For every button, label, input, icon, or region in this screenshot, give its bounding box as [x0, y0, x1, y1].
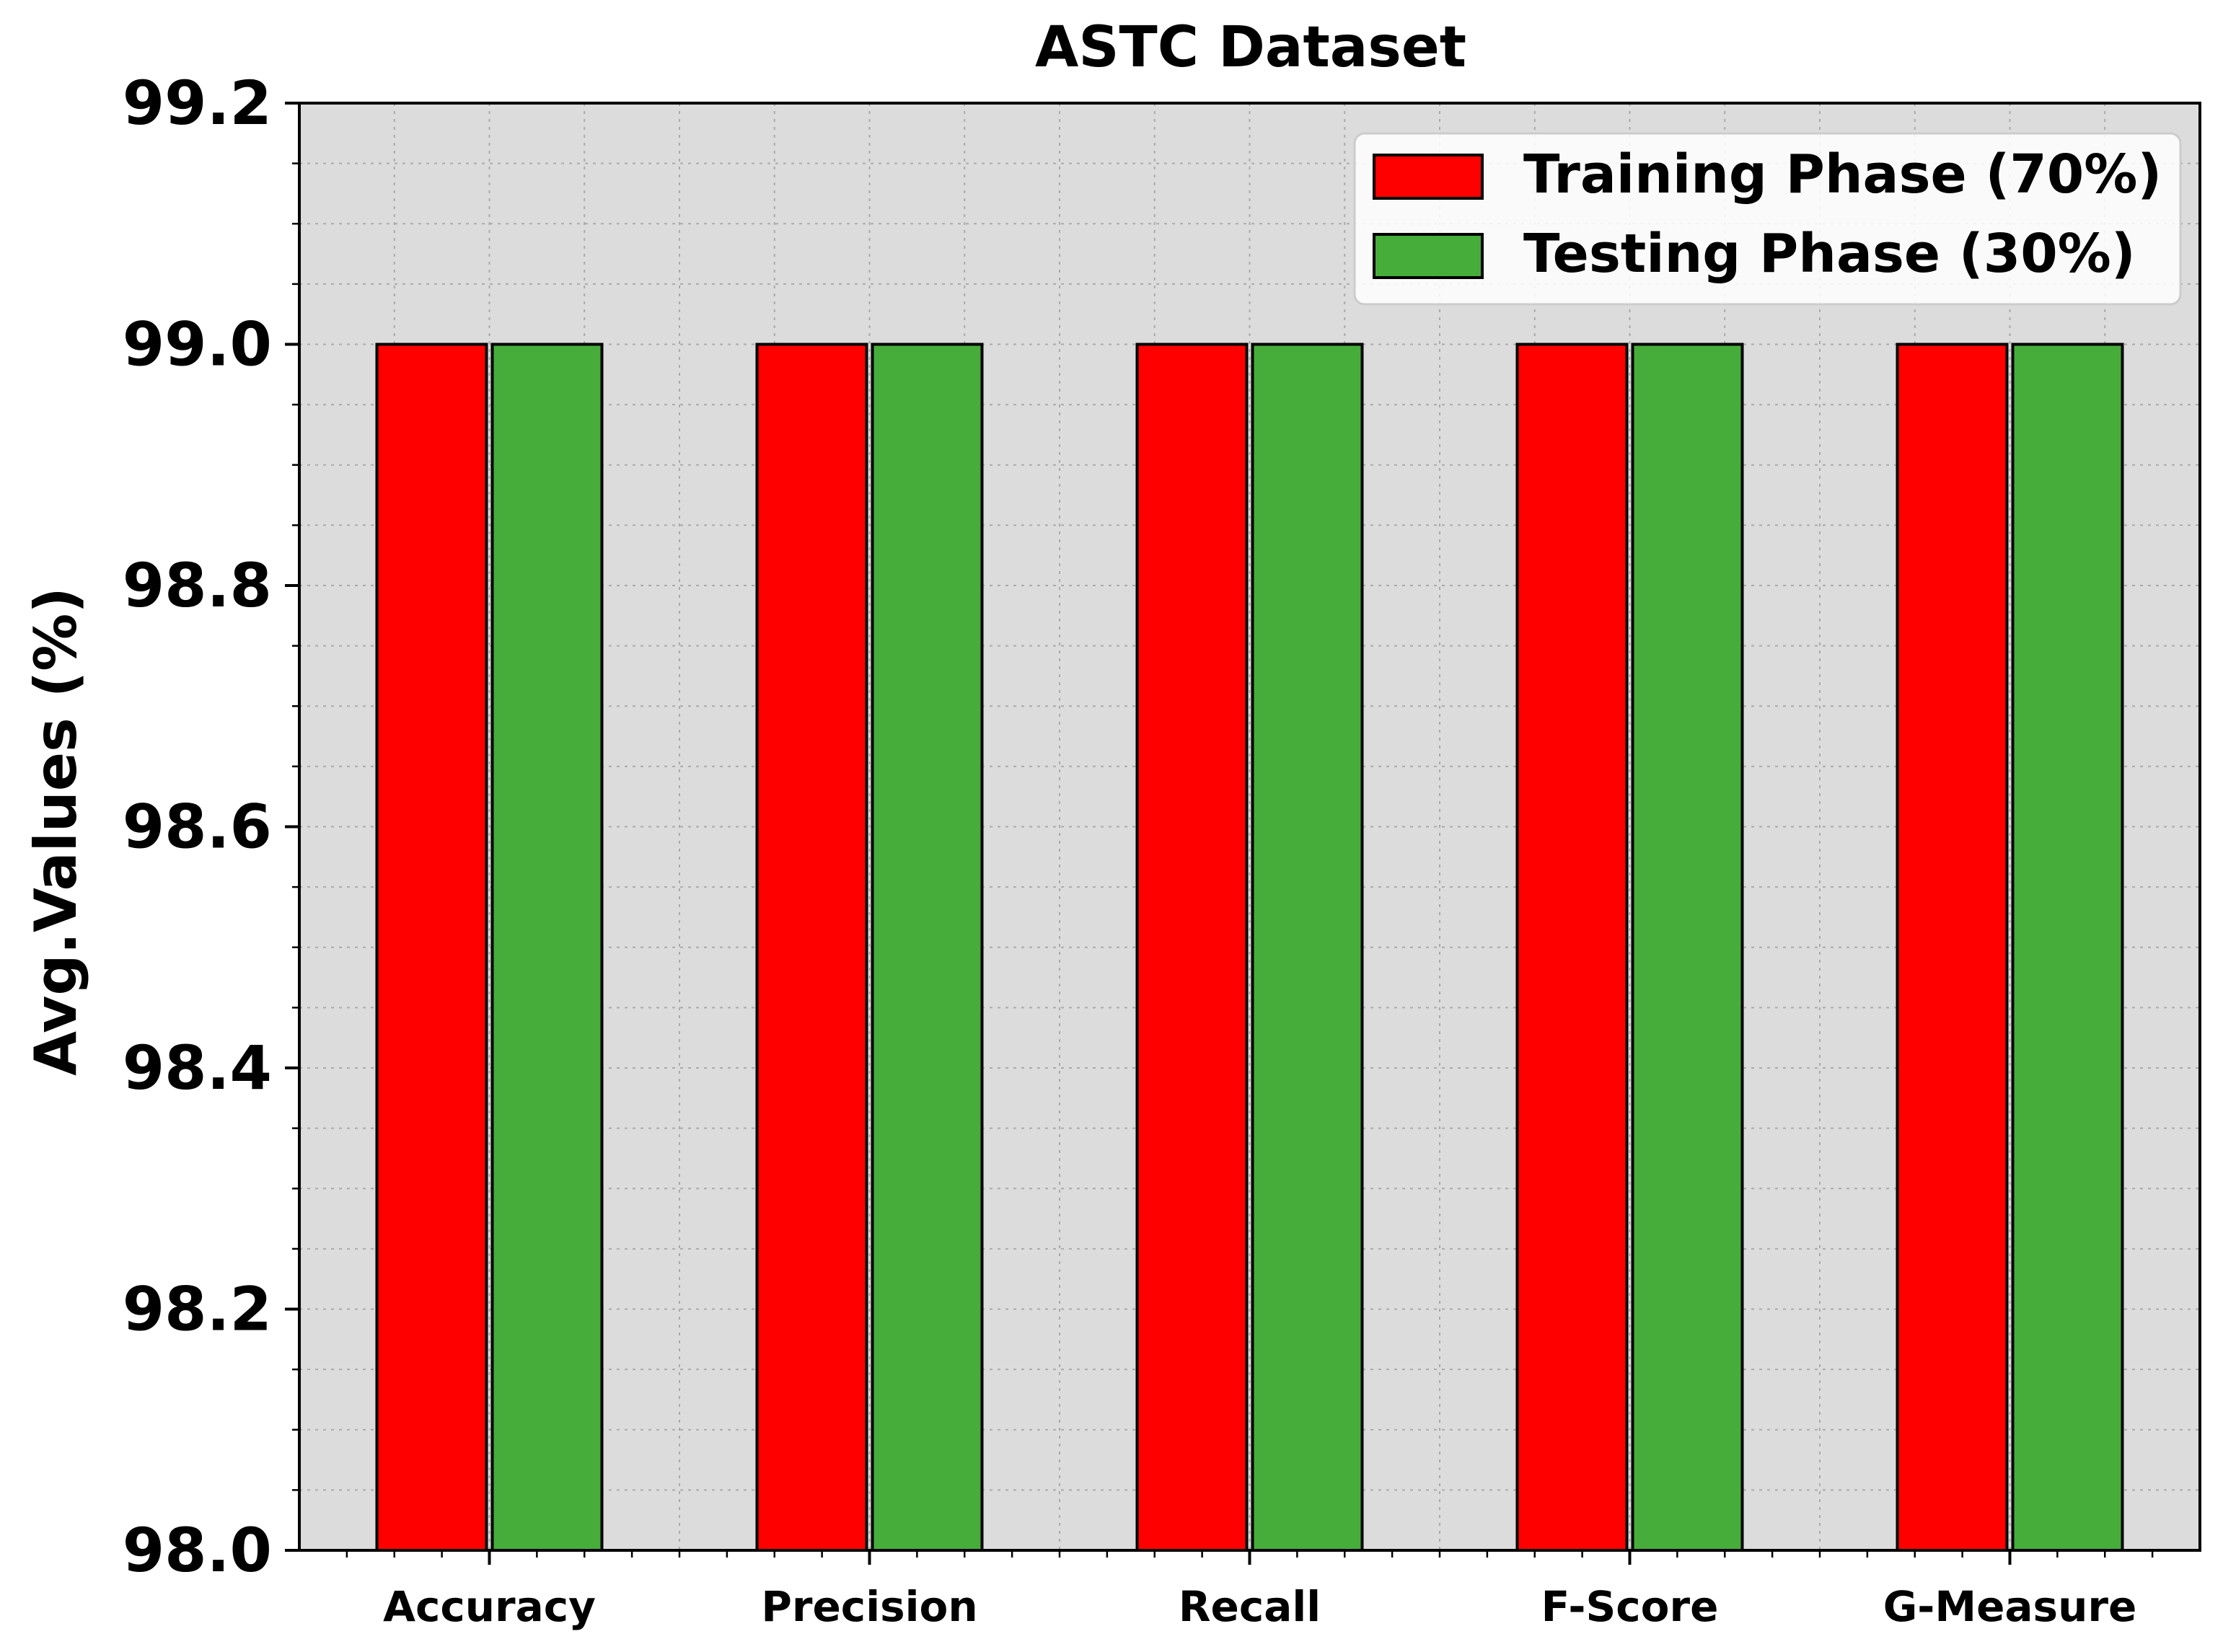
bars-layer — [375, 343, 2124, 1552]
bar-testing-precision — [871, 343, 984, 1552]
y-axis-label: Avg.Values (%) — [22, 587, 89, 1076]
bar-training-precision — [755, 343, 868, 1552]
chart-title: ASTC Dataset — [1035, 15, 1466, 80]
bar-training-recall — [1135, 343, 1249, 1552]
legend: Training Phase (70%) Testing Phase (30%) — [1353, 132, 2182, 306]
y-tick-label: 98.2 — [123, 1274, 272, 1345]
x-tick-label-f-score: F-Score — [1541, 1582, 1719, 1631]
legend-box — [1353, 132, 2182, 306]
bar-training-g-measure — [1896, 343, 2009, 1552]
y-tick-labels: 98.0 98.2 98.4 98.6 98.8 99.0 99.2 — [123, 68, 272, 1586]
legend-label-testing: Testing Phase (30%) — [1523, 223, 2136, 285]
axes-layer — [285, 102, 2201, 1565]
y-tick-label: 99.2 — [123, 68, 272, 138]
legend-swatch-training — [1373, 154, 1484, 200]
y-tick-label: 98.6 — [123, 792, 272, 862]
x-tick-label-recall: Recall — [1179, 1582, 1321, 1631]
legend-swatch-testing — [1373, 233, 1484, 279]
y-tick-label: 98.4 — [123, 1033, 272, 1103]
x-tick-labels: Accuracy Precision Recall F-Score G-Measure — [383, 1582, 2136, 1631]
bar-training-f-score — [1515, 343, 1629, 1552]
bar-testing-recall — [1251, 343, 1364, 1552]
legend-entries: Training Phase (70%) Testing Phase (30%) — [1373, 143, 2162, 285]
bar-testing-f-score — [1631, 343, 1744, 1552]
bar-testing-accuracy — [490, 343, 604, 1552]
x-tick-label-precision: Precision — [761, 1582, 977, 1631]
y-tick-label: 99.0 — [123, 309, 272, 380]
bar-testing-g-measure — [2011, 343, 2124, 1552]
x-tick-label-accuracy: Accuracy — [383, 1582, 596, 1631]
y-tick-label: 98.8 — [123, 550, 272, 621]
y-tick-label: 98.0 — [123, 1515, 272, 1586]
x-tick-label-g-measure: G-Measure — [1883, 1582, 2137, 1631]
legend-label-training: Training Phase (70%) — [1523, 143, 2162, 206]
bar-training-accuracy — [375, 343, 488, 1552]
